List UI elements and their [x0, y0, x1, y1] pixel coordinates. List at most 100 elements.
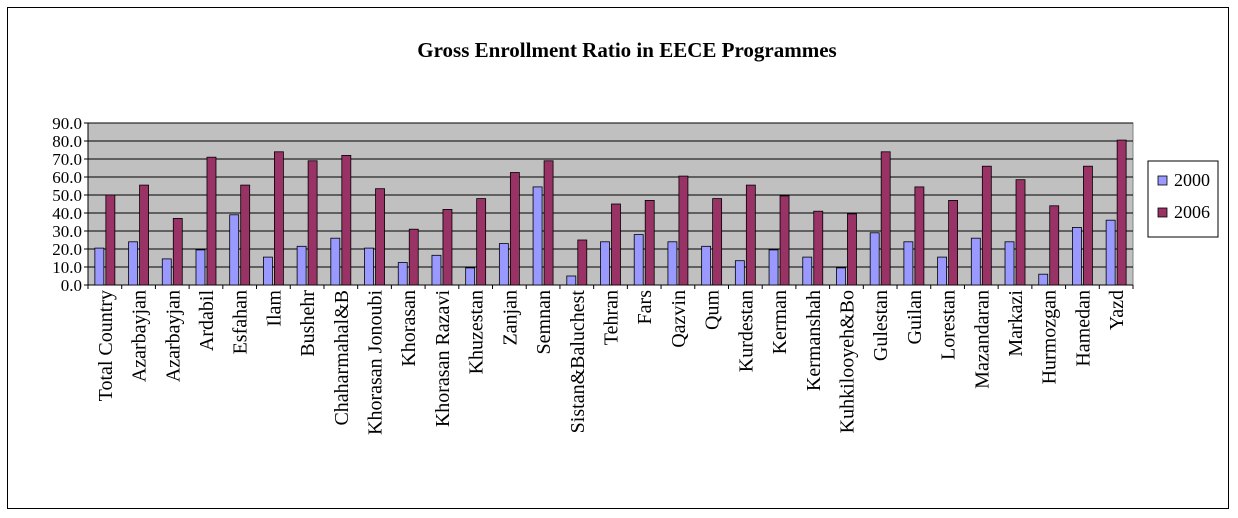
bar-2006	[1015, 179, 1026, 286]
y-tick-label: 0.0	[61, 276, 82, 295]
bar-2006	[240, 184, 251, 286]
x-tick-label: Total Country	[95, 290, 117, 401]
bar-2006	[948, 199, 958, 286]
bar-2000	[296, 245, 307, 286]
x-tick-label: Hamedan	[1072, 290, 1094, 367]
bar-2000	[701, 245, 712, 286]
y-tick-label: 10.0	[52, 258, 82, 277]
x-tick-label: Chaharmahal&B	[331, 290, 353, 426]
bar-2000	[903, 241, 914, 286]
x-tick-label: Khorasan Razavi	[432, 290, 454, 428]
bar-2006	[307, 160, 318, 286]
bar-2006	[914, 186, 925, 286]
bar-2000	[734, 260, 745, 286]
bar-2000	[600, 241, 610, 286]
bar-2006	[105, 194, 116, 286]
bar-2000	[128, 241, 138, 286]
bar-2006	[981, 165, 992, 286]
chart-title: Gross Enrollment Ratio in EECE Programme…	[417, 38, 836, 62]
x-tick-label: Tehran	[601, 290, 623, 345]
bar-2000	[263, 256, 273, 286]
y-tick-label: 40.0	[52, 204, 82, 223]
bar-2000	[1105, 219, 1116, 286]
x-tick-label: Kermanshah	[803, 290, 825, 391]
bar-2006	[712, 198, 723, 286]
bar-2006	[813, 210, 824, 286]
bar-2006	[341, 154, 352, 286]
bar-2006	[442, 208, 453, 286]
x-tick-label: Kurdestan	[735, 290, 757, 372]
bar-2000	[633, 234, 644, 286]
x-tick-label: Kuhkilooyeh&Bo	[836, 290, 858, 433]
x-tick-label: Fars	[634, 290, 656, 325]
x-tick-label: Guilan	[904, 290, 926, 344]
legend-label-2006: 2006	[1174, 202, 1210, 222]
bar-2000	[1038, 273, 1049, 286]
x-tick-label: Qum	[702, 290, 724, 330]
x-tick-label: Azarbayjan	[162, 290, 184, 382]
y-tick-label: 50.0	[52, 186, 82, 205]
bar-2000	[195, 249, 206, 286]
bar-2000	[161, 258, 172, 286]
x-tick-label: Sistan&Baluchest	[567, 290, 589, 434]
x-tick-label: Khorasan Jonoubi	[365, 290, 387, 435]
bar-2006	[1083, 165, 1093, 286]
bar-2000	[869, 232, 880, 286]
y-tick-label: 20.0	[52, 240, 82, 259]
bar-2006	[408, 228, 419, 286]
x-tick-label: Ardabil	[196, 290, 218, 352]
bar-2000	[431, 254, 442, 286]
x-tick-label: Khorasan	[398, 290, 420, 367]
bar-2006	[139, 184, 149, 286]
x-tick-label: Esfahan	[230, 290, 252, 354]
bar-2006	[476, 198, 487, 286]
bar-2000	[768, 249, 779, 286]
bar-2000	[498, 243, 509, 286]
x-tick-label: Mazandaran	[971, 290, 993, 389]
legend-label-2000: 2000	[1174, 170, 1210, 190]
bar-2006	[847, 213, 857, 286]
bar-2000	[1004, 241, 1015, 286]
bar-2006	[880, 151, 891, 286]
bar-2000	[229, 214, 240, 286]
bar-2000	[532, 186, 543, 286]
bar-2000	[836, 267, 846, 286]
x-tick-label: Qazvin	[668, 290, 690, 348]
x-tick-label: Kerman	[769, 290, 791, 354]
bar-2000	[802, 256, 813, 286]
bar-2006	[745, 184, 756, 286]
bar-2000	[667, 241, 678, 286]
x-tick-label: Ilam	[263, 290, 285, 327]
y-tick-label: 70.0	[52, 150, 82, 169]
x-tick-label: Hurmozgan	[1039, 290, 1061, 384]
bar-2000	[94, 247, 105, 286]
legend-swatch-2006	[1157, 207, 1168, 218]
x-tick-label: Lorestan	[938, 290, 960, 360]
x-tick-label: Zanjan	[499, 290, 521, 346]
bar-2006	[644, 199, 655, 286]
bar-2000	[970, 237, 981, 286]
plot-background	[87, 122, 1134, 286]
x-tick-label: Khuzestan	[466, 290, 488, 374]
bar-2006	[206, 156, 217, 286]
plot-area: 0.010.020.030.040.050.060.070.080.090.0 T…	[52, 114, 1134, 435]
bar-2000	[566, 275, 577, 286]
bar-2006	[274, 151, 284, 286]
legend-box	[1147, 160, 1219, 238]
bar-2006	[611, 203, 621, 286]
x-tick-label: Bushehr	[297, 290, 319, 357]
x-tick-label: Semnan	[533, 290, 555, 354]
bar-2006	[509, 172, 520, 286]
bar-2006	[172, 217, 183, 286]
y-tick-label: 80.0	[52, 132, 82, 151]
legend-swatch-2000	[1157, 175, 1168, 186]
y-tick-label: 90.0	[52, 114, 82, 133]
x-tick-label: Markazi	[1005, 290, 1027, 357]
y-tick-label: 30.0	[52, 222, 82, 241]
bar-2000	[364, 247, 374, 286]
bar-2000	[330, 237, 341, 286]
bar-2000	[937, 256, 947, 286]
bar-2006	[375, 188, 385, 286]
legend: 2000 2006	[1147, 160, 1219, 238]
